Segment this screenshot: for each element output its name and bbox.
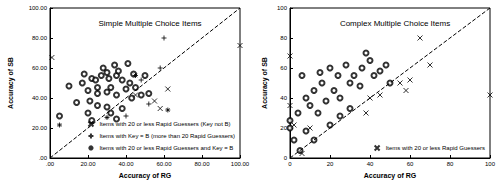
- svg-text:60: 60: [280, 65, 287, 71]
- svg-text:100: 100: [485, 161, 496, 167]
- svg-text:40.00: 40.00: [32, 95, 48, 101]
- svg-text:20.00: 20.00: [80, 161, 96, 167]
- svg-text:20: 20: [280, 125, 287, 131]
- svg-text:0: 0: [288, 161, 292, 167]
- svg-text:40.00: 40.00: [118, 161, 134, 167]
- svg-text:40: 40: [280, 95, 287, 101]
- svg-text:Simple Multiple Choice Items: Simple Multiple Choice Items: [98, 19, 201, 28]
- svg-text:Items with 20 or less Rapid Gu: Items with 20 or less Rapid Guessers (Ke…: [99, 121, 230, 127]
- svg-text:Accuracy of SB: Accuracy of SB: [7, 57, 15, 109]
- svg-text:Accuracy of SB: Accuracy of SB: [261, 57, 269, 109]
- svg-text:80: 80: [447, 161, 454, 167]
- svg-text:Items with 20 or less Rapid Gu: Items with 20 or less Rapid Guessers: [386, 145, 485, 151]
- svg-text:60: 60: [407, 161, 414, 167]
- svg-text:40: 40: [367, 161, 374, 167]
- svg-text:100: 100: [277, 5, 288, 11]
- svg-text:60.00: 60.00: [32, 65, 48, 71]
- svg-text:80.00: 80.00: [32, 35, 48, 41]
- svg-text:80: 80: [280, 35, 287, 41]
- svg-text:Accuracy of RG: Accuracy of RG: [364, 172, 417, 180]
- svg-text:Items with Key = B (more than: Items with Key = B (more than 20 Rapid G…: [99, 133, 235, 139]
- svg-text:Accuracy of RG: Accuracy of RG: [119, 172, 172, 180]
- svg-text:20: 20: [327, 161, 334, 167]
- svg-text:.00: .00: [46, 161, 55, 167]
- svg-text:60.00: 60.00: [156, 161, 172, 167]
- svg-text:100.00: 100.00: [231, 161, 250, 167]
- svg-text:.00: .00: [38, 155, 47, 161]
- svg-text:20.00: 20.00: [32, 125, 48, 131]
- svg-text:0: 0: [284, 155, 288, 161]
- svg-text:Items with 20 or less Rapid Gu: Items with 20 or less Rapid Guessers and…: [99, 145, 233, 151]
- svg-text:100.00: 100.00: [29, 5, 48, 11]
- svg-text:Complex Multiple Choice Items: Complex Multiple Choice Items: [340, 19, 450, 28]
- svg-text:80.00: 80.00: [194, 161, 210, 167]
